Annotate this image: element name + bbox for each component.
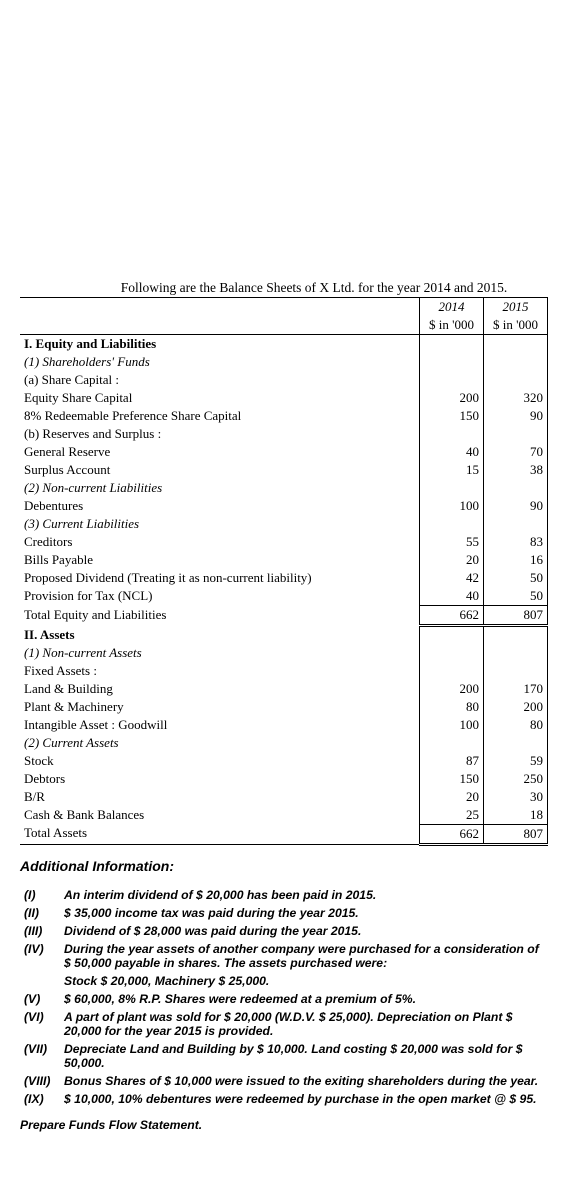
list-item: During the year assets of another compan… — [60, 940, 548, 972]
val: 150 — [420, 407, 484, 425]
val: 50 — [484, 569, 548, 587]
list-num: (II) — [20, 904, 60, 922]
fixed-assets-label: Fixed Assets : — [20, 662, 420, 680]
current-assets: (2) Current Assets — [20, 734, 420, 752]
list-item: A part of plant was sold for $ 20,000 (W… — [60, 1008, 548, 1040]
val: 20 — [420, 788, 484, 806]
list-item: Stock $ 20,000, Machinery $ 25,000. — [60, 972, 548, 990]
list-item: Depreciate Land and Building by $ 10,000… — [60, 1040, 548, 1072]
val: 55 — [420, 533, 484, 551]
val: 30 — [484, 788, 548, 806]
list-num: (III) — [20, 922, 60, 940]
val: 100 — [420, 497, 484, 515]
val: 50 — [484, 587, 548, 606]
debtors: Debtors — [20, 770, 420, 788]
non-current-liabilities: (2) Non-current Liabilities — [20, 479, 420, 497]
val: 40 — [420, 443, 484, 461]
val: 15 — [420, 461, 484, 479]
list-num: (IX) — [20, 1090, 60, 1108]
sec-equity: I. Equity and Liabilities — [20, 335, 420, 354]
plant-machinery: Plant & Machinery — [20, 698, 420, 716]
list-num: (VII) — [20, 1040, 60, 1072]
list-item: Dividend of $ 28,000 was paid during the… — [60, 922, 548, 940]
pref-share-capital: 8% Redeemable Preference Share Capital — [20, 407, 420, 425]
list-item: An interim dividend of $ 20,000 has been… — [60, 886, 548, 904]
cash-bank: Cash & Bank Balances — [20, 806, 420, 825]
additional-info-heading: Additional Information: — [20, 858, 548, 874]
val: 16 — [484, 551, 548, 569]
list-num: (V) — [20, 990, 60, 1008]
val: 70 — [484, 443, 548, 461]
val: 40 — [420, 587, 484, 606]
val: 80 — [420, 698, 484, 716]
val: 807 — [484, 606, 548, 626]
col-2015-year: 2015 — [484, 298, 548, 317]
val: 662 — [420, 606, 484, 626]
val: 662 — [420, 824, 484, 844]
share-capital-label: (a) Share Capital : — [20, 371, 420, 389]
val: 90 — [484, 407, 548, 425]
col-2014-year: 2014 — [420, 298, 484, 317]
list-num: (IV) — [20, 940, 60, 972]
list-item: $ 60,000, 8% R.P. Shares were redeemed a… — [60, 990, 548, 1008]
reserves-surplus-label: (b) Reserves and Surplus : — [20, 425, 420, 443]
creditors: Creditors — [20, 533, 420, 551]
val: 250 — [484, 770, 548, 788]
provision-tax: Provision for Tax (NCL) — [20, 587, 420, 606]
list-item: $ 35,000 income tax was paid during the … — [60, 904, 548, 922]
total-assets: Total Assets — [20, 824, 420, 844]
val: 83 — [484, 533, 548, 551]
proposed-dividend: Proposed Dividend (Treating it as non-cu… — [20, 569, 420, 587]
val: 18 — [484, 806, 548, 825]
val: 42 — [420, 569, 484, 587]
stock: Stock — [20, 752, 420, 770]
val: 200 — [420, 680, 484, 698]
non-current-assets: (1) Non-current Assets — [20, 644, 420, 662]
shareholders-funds: (1) Shareholders' Funds — [20, 353, 420, 371]
list-num: (VI) — [20, 1008, 60, 1040]
val: 200 — [484, 698, 548, 716]
additional-info-list: (I) An interim dividend of $ 20,000 has … — [20, 886, 548, 1108]
val: 150 — [420, 770, 484, 788]
sec-assets: II. Assets — [20, 626, 420, 644]
val: 807 — [484, 824, 548, 844]
current-liabilities: (3) Current Liabilities — [20, 515, 420, 533]
val: 59 — [484, 752, 548, 770]
equity-share-capital: Equity Share Capital — [20, 389, 420, 407]
val: 100 — [420, 716, 484, 734]
general-reserve: General Reserve — [20, 443, 420, 461]
total-equity-liabilities: Total Equity and Liabilities — [20, 606, 420, 626]
val: 38 — [484, 461, 548, 479]
debentures: Debentures — [20, 497, 420, 515]
prepare-instruction: Prepare Funds Flow Statement. — [20, 1118, 548, 1132]
bills-payable: Bills Payable — [20, 551, 420, 569]
val: 320 — [484, 389, 548, 407]
lead-text: Following are the Balance Sheets of X Lt… — [20, 280, 548, 296]
col-2014-unit: $ in '000 — [420, 316, 484, 335]
col-2015-unit: $ in '000 — [484, 316, 548, 335]
val: 170 — [484, 680, 548, 698]
intangible-goodwill: Intangible Asset : Goodwill — [20, 716, 420, 734]
list-num: (VIII) — [20, 1072, 60, 1090]
list-item: Bonus Shares of $ 10,000 were issued to … — [60, 1072, 548, 1090]
list-num: (I) — [20, 886, 60, 904]
val: 80 — [484, 716, 548, 734]
surplus-account: Surplus Account — [20, 461, 420, 479]
val: 200 — [420, 389, 484, 407]
val: 87 — [420, 752, 484, 770]
val: 20 — [420, 551, 484, 569]
val: 90 — [484, 497, 548, 515]
balance-sheet-table: 2014 2015 $ in '000 $ in '000 I. Equity … — [20, 297, 548, 846]
val: 25 — [420, 806, 484, 825]
list-item: $ 10,000, 10% debentures were redeemed b… — [60, 1090, 548, 1108]
bills-receivable: B/R — [20, 788, 420, 806]
land-building: Land & Building — [20, 680, 420, 698]
